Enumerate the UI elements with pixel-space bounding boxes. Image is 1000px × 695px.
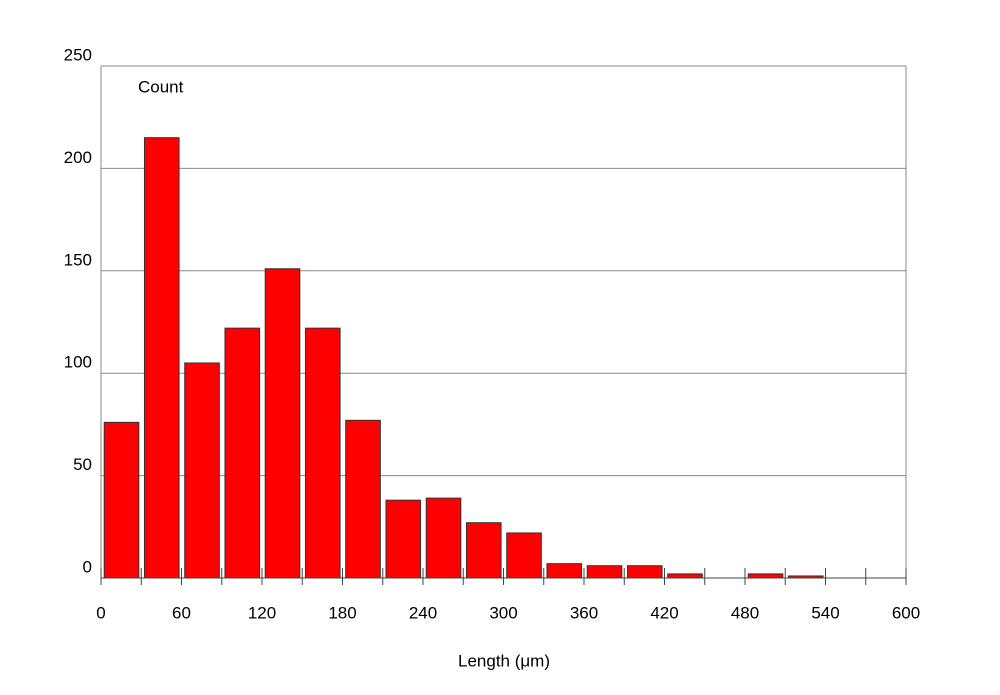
x-tick-label: 180 [328, 603, 356, 622]
x-tick-label: 540 [811, 603, 839, 622]
bar [385, 499, 422, 579]
x-tick-label: 300 [489, 603, 517, 622]
y-axis-title: Count [138, 77, 184, 96]
bar [506, 532, 542, 579]
bar [304, 327, 341, 579]
x-tick-label: 480 [731, 603, 759, 622]
bar [667, 573, 703, 579]
bar [345, 419, 381, 579]
x-tick-label: 600 [892, 603, 920, 622]
bar [224, 327, 261, 579]
bar [626, 565, 663, 579]
x-tick-label: 120 [248, 603, 276, 622]
bar [747, 573, 784, 579]
bar [264, 268, 301, 579]
y-tick-label: 200 [64, 148, 92, 167]
x-axis-title: Length (μm) [458, 651, 550, 670]
bar [103, 421, 140, 579]
y-tick-label: 0 [83, 557, 92, 576]
bar [465, 522, 502, 579]
bar [184, 362, 220, 579]
bar [546, 563, 583, 579]
bar [143, 137, 180, 579]
x-tick-label: 60 [172, 603, 191, 622]
x-tick-label: 0 [96, 603, 105, 622]
bar [586, 565, 623, 579]
y-tick-label: 250 [64, 45, 92, 64]
y-tick-label: 150 [64, 250, 92, 269]
x-tick-label: 240 [409, 603, 437, 622]
x-tick-label: 420 [650, 603, 678, 622]
y-tick-label: 50 [73, 455, 92, 474]
x-tick-label: 360 [570, 603, 598, 622]
y-tick-label: 100 [64, 353, 92, 372]
bar [425, 497, 462, 579]
